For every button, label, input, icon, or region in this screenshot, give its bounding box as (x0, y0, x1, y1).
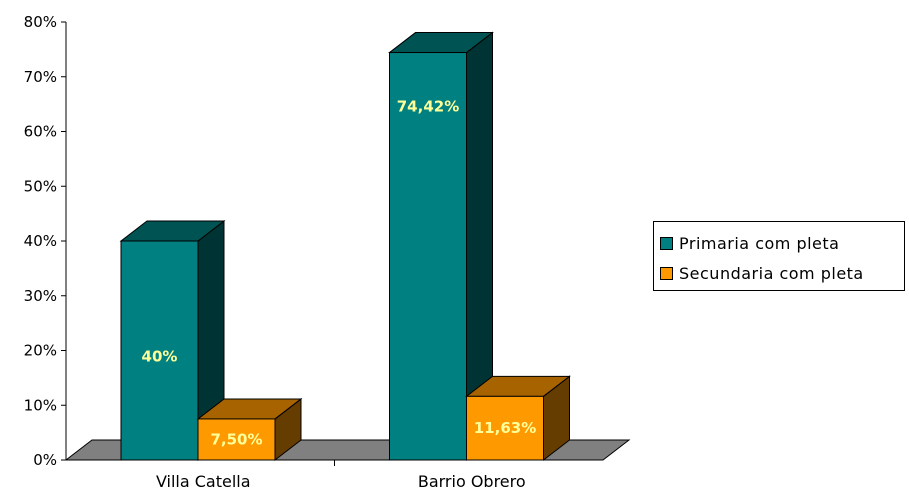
legend-label-secundaria: Secundaria com pleta (679, 263, 864, 283)
y-tick-label: 60% (24, 123, 57, 141)
y-tick-label: 40% (24, 232, 57, 250)
y-tick-label: 10% (24, 396, 57, 414)
data-label: 11,63% (474, 419, 536, 437)
data-label: 7,50% (210, 430, 262, 448)
y-tick-label: 20% (24, 342, 57, 360)
legend-label-primaria: Primaria com pleta (679, 233, 840, 253)
x-category-label: Villa Catella (156, 472, 251, 491)
data-labels: 40% 7,50% 74,42% 11,63% (142, 98, 537, 449)
y-tick-label: 70% (24, 68, 57, 86)
data-label: 74,42% (397, 98, 459, 116)
y-tick-label: 80% (24, 13, 57, 31)
bar-primaria-1 (388, 31, 494, 462)
legend-swatch-primaria (660, 236, 673, 250)
y-axis: 0% 10% 20% 30% 40% 50% 60% 70% 80% Villa Catella B… (24, 13, 603, 491)
x-category-label: Barrio Obrero (418, 472, 526, 491)
y-tick-label: 50% (24, 177, 57, 195)
legend-swatch-secundaria (660, 266, 673, 280)
y-tick-label: 0% (33, 451, 57, 469)
legend-item-secundaria: Secundaria com pleta (660, 258, 904, 288)
legend-item-primaria: Primaria com pleta (660, 228, 904, 258)
bars (119, 31, 571, 462)
y-tick-label: 30% (24, 287, 57, 305)
bar-primaria-0 (119, 219, 226, 462)
bar-secundaria-0 (196, 397, 303, 462)
bar-secundaria-1 (465, 375, 571, 462)
data-label: 40% (142, 347, 178, 365)
legend: Primaria com pleta Secundaria com pleta (653, 221, 905, 291)
